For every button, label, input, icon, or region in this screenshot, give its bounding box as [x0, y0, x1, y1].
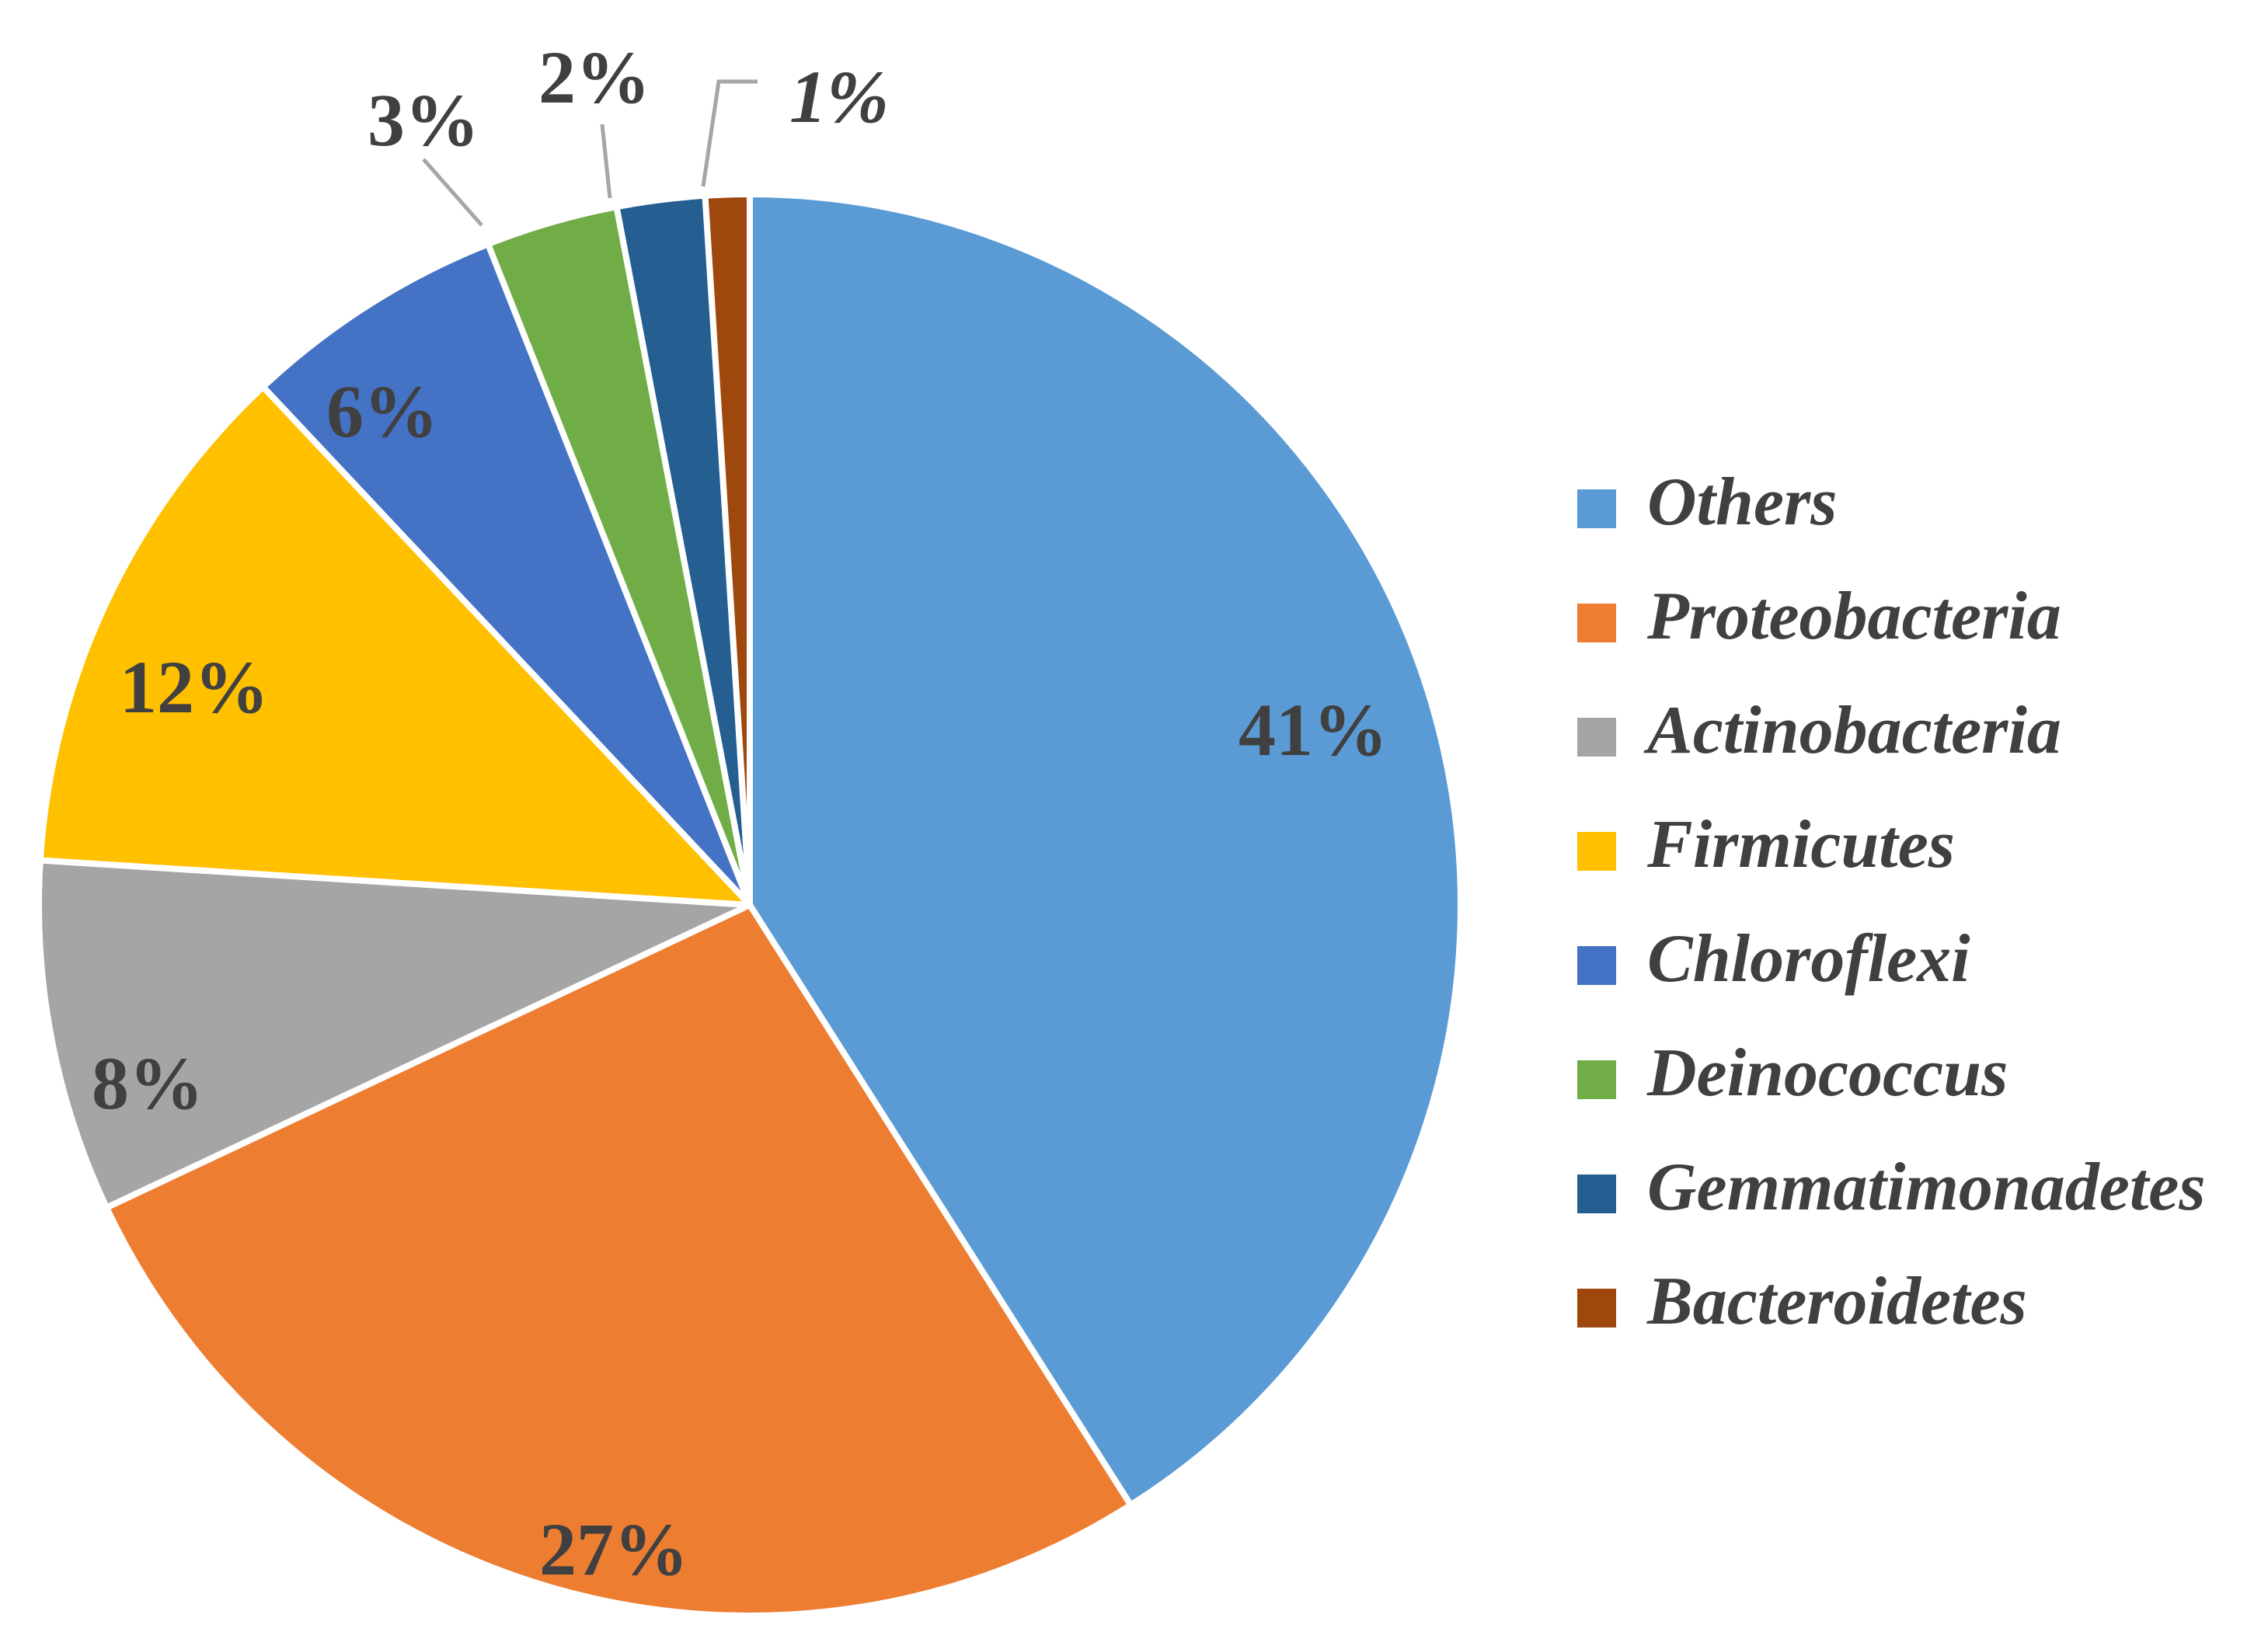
slice-label-proteobacteria: 27%	[539, 1508, 688, 1591]
leader-line-gemmatimonadetes	[600, 124, 612, 199]
legend-swatch-firmicutes	[1577, 832, 1616, 871]
slice-label-firmicutes: 12%	[120, 646, 269, 729]
leader-line-deinococcus	[422, 158, 483, 227]
legend-swatch-deinococcus	[1577, 1060, 1616, 1099]
slice-label-gemmatimonadetes: 2%	[538, 36, 650, 119]
legend-label-actinobacteria: Actinobacteria	[1643, 693, 2061, 768]
legend-swatch-gemmatimonadetes	[1577, 1174, 1616, 1213]
leader-lines	[422, 79, 758, 227]
legend-swatch-actinobacteria	[1577, 718, 1616, 757]
slice-label-deinococcus: 3%	[368, 78, 479, 162]
slice-label-actinobacteria: 8%	[92, 1042, 204, 1125]
legend-label-gemmatimonadetes: Gemmatimonadetes	[1647, 1150, 2206, 1225]
legend-swatch-others	[1577, 489, 1616, 528]
legend-label-firmicutes: Firmicutes	[1646, 807, 1955, 882]
slice-label-chloroflexi: 6%	[326, 370, 438, 453]
pie-slices	[36, 191, 1464, 1619]
slice-label-others: 41%	[1239, 688, 1388, 771]
pie-slice-proteobacteria	[103, 902, 1134, 1619]
slice-label-bacteroidetes: 1%	[789, 55, 889, 138]
legend-label-deinococcus: Deinococcus	[1646, 1035, 2008, 1111]
legend-label-chloroflexi: Chloroflexi	[1647, 921, 1970, 997]
legend-swatch-chloroflexi	[1577, 946, 1616, 985]
legend-label-others: Others	[1647, 465, 1838, 540]
legend-swatch-bacteroidetes	[1577, 1289, 1616, 1328]
pie-slice-firmicutes	[37, 383, 753, 908]
legend: Others Proteobacteria Actinobacteria Firmic…	[1577, 465, 2206, 1339]
pie-slice-chloroflexi	[260, 241, 753, 908]
leader-line-bacteroidetes	[701, 79, 758, 187]
legend-label-proteobacteria: Proteobacteria	[1646, 579, 2061, 654]
slice-labels: 41% 27% 8% 12% 6% 3% 2% 1%	[92, 36, 1388, 1591]
pie-slice-actinobacteria	[36, 857, 753, 1211]
pie-slice-others	[747, 191, 1464, 1509]
legend-label-bacteroidetes: Bacteroidetes	[1646, 1264, 2027, 1339]
legend-swatch-proteobacteria	[1577, 604, 1616, 642]
pie-slice-bacteroidetes	[702, 191, 753, 908]
